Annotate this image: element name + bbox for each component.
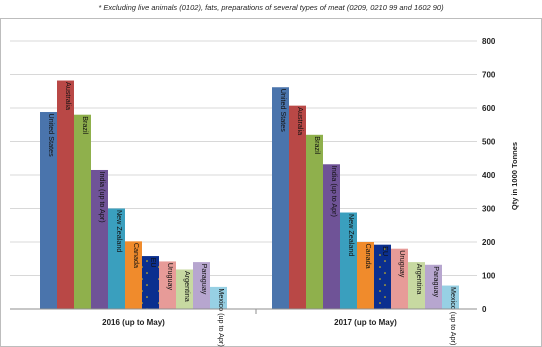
bar-label: Paraguay: [432, 266, 441, 297]
bar-label: India (up to Apr): [330, 166, 339, 217]
axis-layer: 0 100 200 300 400 500 600 700 800 2016 (up to May…: [10, 37, 496, 327]
bar-label: New Zealand: [347, 214, 356, 256]
y-tick-label: 800: [482, 37, 496, 46]
y-tick-label: 500: [482, 138, 496, 147]
bar-0-0: [40, 112, 57, 310]
bar-1-5: [357, 242, 374, 309]
bar-label: Australia: [64, 82, 73, 110]
bar-1-1: [289, 105, 306, 309]
bar-label: Canada: [132, 243, 141, 268]
y-axis-label: Qty in 1000 Tonnes: [510, 142, 519, 210]
bar-label: India (up to Apr): [98, 171, 107, 222]
bar-0-10: [210, 286, 227, 309]
bar-label: Argentina: [183, 271, 192, 302]
bar-1-4: [340, 212, 357, 309]
bar-label: EU: [149, 258, 158, 268]
bar-1-0: [272, 87, 289, 309]
y-tick-label: 0: [482, 305, 487, 314]
bar-label: Australia: [296, 107, 305, 135]
y-tick-label: 200: [482, 238, 496, 247]
bar-label: New Zealand: [115, 210, 124, 252]
bar-label: Argentina: [415, 264, 424, 295]
bar-label: EU: [381, 246, 390, 256]
bar-1-8: [408, 262, 425, 309]
y-tick-label: 600: [482, 104, 496, 113]
y-tick-label: 300: [482, 205, 496, 214]
bar-label: Brazil: [81, 116, 90, 134]
bar-labels-layer: United States Australia Brazil India (up to…: [47, 82, 458, 347]
bar-0-1: [57, 80, 74, 309]
bar-0-7: [159, 261, 176, 309]
bar-label: Canada: [364, 244, 373, 269]
bar-label: Mexico (up to Apr): [217, 288, 226, 346]
bar-0-3: [91, 169, 108, 309]
x-category-label: 2016 (up to May): [102, 318, 165, 327]
bar-0-2: [74, 114, 91, 309]
x-category-label: 2017 (up to May): [334, 318, 397, 327]
bar-label: Brazil: [313, 136, 322, 154]
bars-layer: [40, 80, 459, 310]
bar-label: Uruguay: [166, 263, 175, 291]
bar-0-8: [176, 269, 193, 309]
bar-1-10: [442, 285, 459, 309]
bar-0-6: [142, 256, 159, 309]
bar-1-7: [391, 248, 408, 309]
y-tick-label: 700: [482, 71, 496, 80]
bar-1-9: [425, 264, 442, 309]
bar-0-4: [108, 208, 125, 309]
bar-label: Uruguay: [398, 250, 407, 278]
bar-1-2: [306, 134, 323, 309]
bar-1-6: [374, 244, 391, 309]
bar-label: Paraguay: [200, 264, 209, 295]
bar-label: United States: [279, 89, 288, 133]
bar-0-9: [193, 262, 210, 309]
bar-label: Mexico (up to Apr): [449, 287, 458, 345]
bar-1-3: [323, 164, 340, 309]
bar-label: United States: [47, 114, 56, 158]
bar-0-5: [125, 241, 142, 309]
y-tick-label: 100: [482, 272, 496, 281]
y-tick-label: 400: [482, 171, 496, 180]
chart-subtitle: * Excluding live animals (0102), fats, p…: [98, 3, 444, 12]
